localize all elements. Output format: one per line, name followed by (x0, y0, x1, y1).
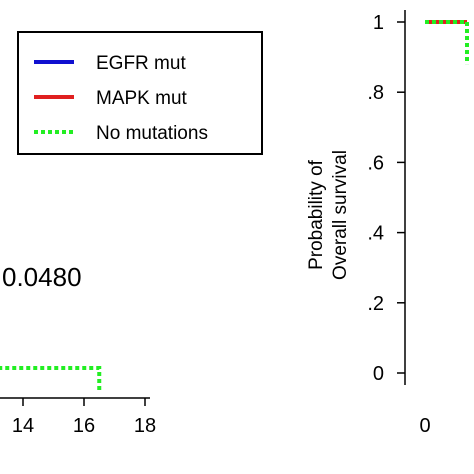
legend-entries: EGFR mut MAPK mut No mutations (34, 53, 208, 144)
left-x-ticks: 14 16 18 (12, 398, 156, 437)
right-y-tick-label: 1 (373, 12, 384, 34)
legend-label: No mutations (96, 123, 208, 144)
survival-curve-no-mutations (0, 366, 102, 393)
legend-label: EGFR mut (96, 53, 186, 74)
left-x-tick-label: 18 (134, 415, 156, 437)
right-x-tick-label: 0 (419, 415, 430, 437)
right-y-tick-label: .6 (367, 152, 384, 174)
right-y-tick-label: .8 (367, 82, 384, 104)
y-axis-title: Probability of Overall survival (306, 150, 351, 280)
right-y-tick-label: .2 (367, 293, 384, 315)
y-axis-title-line-1: Probability of (306, 159, 327, 270)
survival-curve-no-mutations (425, 20, 469, 65)
right-series (425, 20, 469, 65)
y-axis-title-line-2: Overall survival (330, 150, 351, 280)
right-y-tick-label: 0 (373, 363, 384, 385)
right-y-tick-label: .4 (367, 223, 384, 245)
left-x-tick-label: 14 (12, 415, 34, 437)
left-panel: 14 16 18 0.0480 EGFR mut MAPK mut No mutatio… (0, 31, 263, 437)
left-x-tick-label: 16 (73, 415, 95, 437)
right-x-ticks: 0 (419, 415, 430, 437)
legend-label: MAPK mut (96, 88, 188, 109)
right-panel: 0 .2 .4 .6 .8 1 0 Probability of Overall surv… (306, 10, 469, 437)
legend: EGFR mut MAPK mut No mutations (17, 31, 263, 155)
left-series (0, 366, 102, 393)
right-y-ticks: 0 .2 .4 .6 .8 1 (367, 12, 405, 385)
p-value-annotation: 0.0480 (2, 262, 82, 292)
